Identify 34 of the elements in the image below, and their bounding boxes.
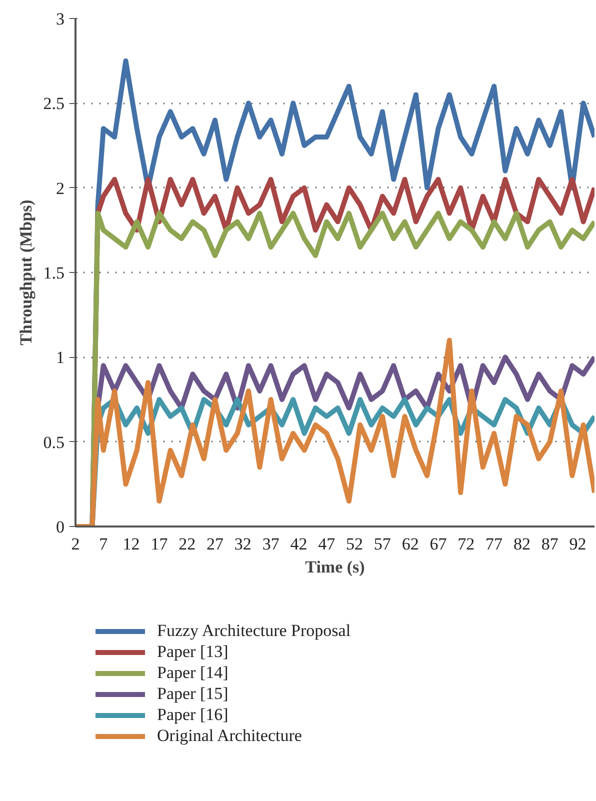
x-tick-label: 52: [346, 534, 364, 554]
y-tick-label: 3: [56, 10, 64, 28]
x-axis-title: Time (s): [305, 558, 365, 576]
y-tick-label: 0: [56, 518, 64, 536]
x-tick-label: 7: [99, 534, 108, 554]
legend-label: Paper [16]: [157, 705, 228, 725]
x-tick-label: 12: [122, 534, 140, 554]
x-tick-label: 57: [374, 534, 392, 554]
x-tick-label: 72: [458, 534, 475, 554]
x-tick-label: 67: [430, 534, 448, 554]
x-tick-label: 2: [71, 534, 80, 554]
x-tick-label: 92: [569, 534, 586, 554]
legend-label: Paper [14]: [157, 663, 228, 683]
x-tick-label: 22: [178, 534, 196, 554]
y-axis-title: Throughput (Mbps): [16, 200, 36, 346]
y-tick-label: 1: [56, 348, 64, 368]
legend-label: Fuzzy Architecture Proposal: [157, 621, 351, 641]
x-tick-label: 82: [513, 534, 530, 554]
legend-label: Paper [15]: [157, 684, 228, 704]
legend-label: Paper [13]: [157, 642, 228, 662]
y-tick-label: 1.5: [43, 264, 64, 282]
y-tick-label: 2: [56, 178, 64, 198]
x-tick-label: 32: [234, 534, 252, 554]
x-tick-label: 47: [318, 534, 336, 554]
x-tick-label: 17: [150, 534, 168, 554]
y-tick-label: 2.5: [43, 94, 64, 114]
y-tick-label: 0.5: [43, 432, 64, 452]
x-tick-label: 62: [402, 534, 419, 554]
x-tick-label: 77: [486, 534, 504, 554]
x-tick-label: 27: [206, 534, 224, 554]
x-tick-label: 87: [541, 534, 559, 554]
x-tick-label: 42: [290, 534, 308, 554]
x-tick-label: 37: [262, 534, 280, 554]
legend-label: Original Architecture: [157, 726, 302, 746]
